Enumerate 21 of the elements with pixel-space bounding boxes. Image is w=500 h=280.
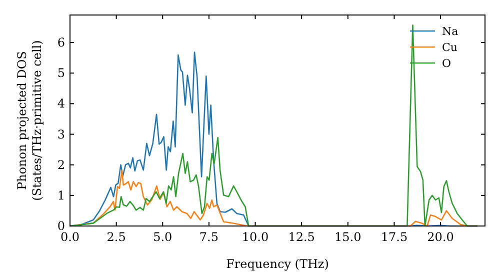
y-tick-label: 2 <box>57 158 65 172</box>
x-tick-label: 12.5 <box>288 230 315 244</box>
x-tick-label: 0.0 <box>60 230 80 244</box>
x-tick-label: 7.5 <box>199 230 218 244</box>
x-axis-title: Frequency (THz) <box>226 257 329 271</box>
legend-label: Na <box>442 25 459 38</box>
x-tick-label: 10.0 <box>242 230 269 244</box>
y-tick-label: 6 <box>57 36 65 50</box>
x-tick-label: 5.0 <box>153 230 172 244</box>
y-tick-label: 0 <box>57 219 65 233</box>
y-axis-title: Phonon projected DOS (States/THz·primitive cell) <box>15 40 44 201</box>
legend-label: O <box>442 57 452 70</box>
legend-label: Cu <box>442 41 458 54</box>
y-tick-label: 1 <box>57 188 65 202</box>
y-tick-label: 4 <box>57 96 66 111</box>
y-tick-label: 5 <box>57 66 65 80</box>
x-tick-label: 20.0 <box>427 230 454 244</box>
x-tick-label: 15.0 <box>334 230 362 244</box>
x-tick-label: 17.5 <box>380 230 408 244</box>
x-tick-label: 2.5 <box>106 230 126 244</box>
y-tick-label: 3 <box>57 127 65 142</box>
